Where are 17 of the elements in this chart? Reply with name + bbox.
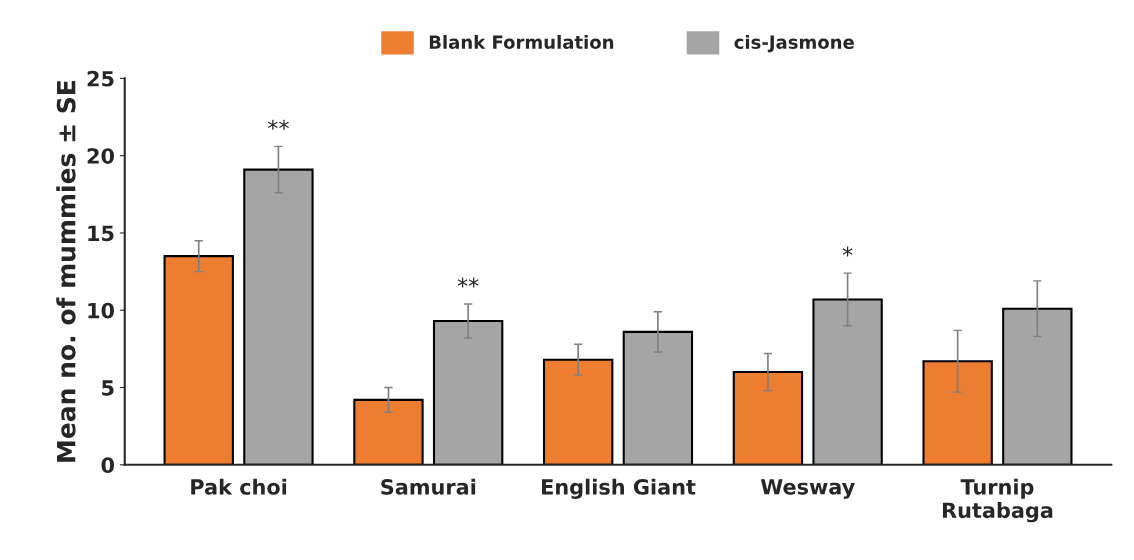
y-axis-title: Mean no. of mummies ± SE <box>56 80 76 462</box>
x-tick-label: Pak choi <box>191 478 287 495</box>
legend-label: Blank Formulation <box>429 35 614 49</box>
x-tick-label: English Giant <box>542 478 696 500</box>
y-tick-label: 5 <box>102 380 114 396</box>
data-label: ** <box>457 277 479 288</box>
y-tick-label: 0 <box>101 457 115 474</box>
x-tick-label: Turnip Rutabaga <box>942 478 1053 523</box>
x-tick-label: Wesway <box>760 479 855 499</box>
data-label: ** <box>267 119 289 130</box>
legend-label: cis-Jasmone <box>734 35 854 53</box>
x-tick-label: Samurai <box>381 478 476 495</box>
y-tick-label: 25 <box>87 70 114 87</box>
y-tick-label: 15 <box>88 225 114 242</box>
y-tick-label: 10 <box>88 302 115 319</box>
data-label: * <box>842 246 853 257</box>
y-tick-label: 20 <box>87 148 115 164</box>
